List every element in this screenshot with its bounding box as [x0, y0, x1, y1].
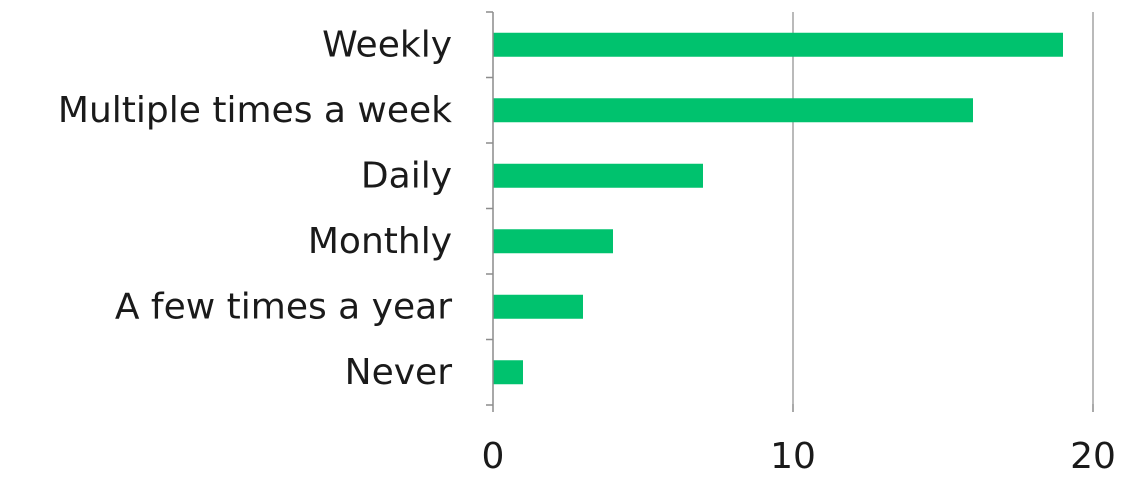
category-label: Multiple times a week [58, 90, 452, 131]
x-tick-labels: 0 10 20 [482, 436, 1116, 477]
category-label: Weekly [322, 24, 452, 65]
x-tick-label: 20 [1070, 436, 1116, 477]
bar-daily [493, 163, 703, 188]
bar-weekly [493, 32, 1063, 57]
bar-multiple-times-a-week [493, 98, 973, 123]
category-labels: Weekly Multiple times a week Daily Monthly A… [58, 24, 452, 393]
category-label: Monthly [308, 221, 452, 262]
x-tick-label: 10 [770, 436, 816, 477]
category-label: Daily [361, 155, 452, 196]
grid-lines [792, 12, 1094, 404]
bar-never [493, 360, 523, 385]
category-label: A few times a year [115, 286, 452, 327]
x-tick-label: 0 [482, 436, 505, 477]
category-label: Never [345, 352, 453, 393]
axes [486, 11, 1094, 412]
bar-a-few-times-a-year [493, 294, 583, 319]
bar-monthly [493, 229, 613, 254]
bars [493, 32, 1063, 385]
